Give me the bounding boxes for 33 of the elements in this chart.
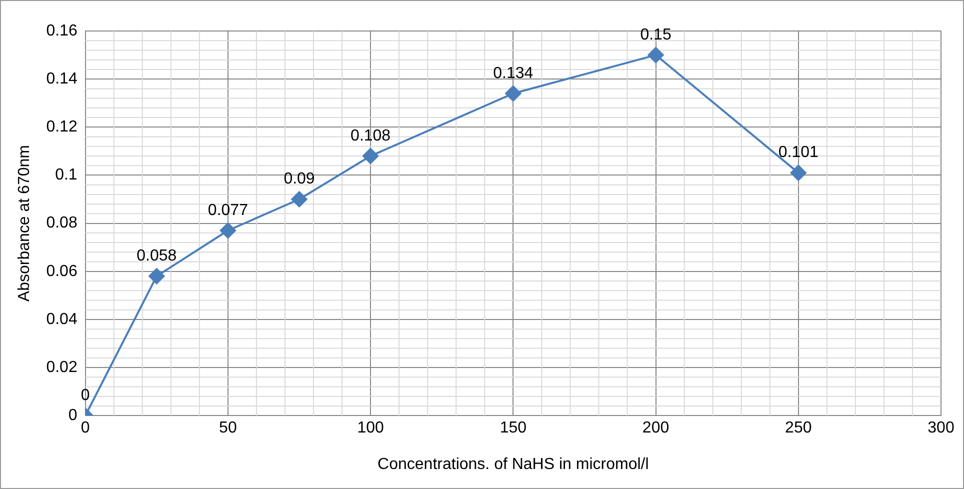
x-tick-label: 0 (80, 420, 90, 437)
data-label: 0.058 (136, 248, 177, 265)
y-tick-label: 0 (68, 407, 78, 424)
data-label: 0.15 (640, 26, 672, 44)
y-tick-label: 0.1 (55, 166, 78, 184)
data-label: 0.101 (778, 144, 819, 162)
y-axis-title: Absorbance at 670nm (16, 145, 34, 302)
y-tick-label: 0.16 (46, 22, 78, 40)
x-tick-label: 250 (785, 420, 812, 437)
point (220, 222, 236, 239)
data-label: 0.077 (208, 202, 248, 219)
point (648, 47, 664, 64)
data-label: 0.134 (493, 64, 534, 82)
point (505, 86, 522, 102)
point (291, 191, 308, 208)
y-tick-label: 0.04 (46, 310, 78, 328)
y-tick-label: 0.02 (46, 358, 78, 376)
x-tick-label: 100 (357, 420, 384, 437)
point (148, 268, 165, 284)
y-tick-label: 0.06 (46, 262, 78, 280)
point (362, 148, 379, 164)
data-label: 0.108 (350, 127, 391, 144)
x-tick-label: 50 (219, 420, 237, 437)
point (790, 164, 806, 181)
data-label: 0 (80, 387, 90, 404)
y-tick-label: 0.08 (46, 214, 78, 232)
x-tick-label: 150 (500, 420, 527, 437)
x-tick-label: 200 (642, 420, 670, 437)
x-tick-label: 300 (928, 420, 954, 437)
y-tick-label: 0.12 (46, 118, 78, 136)
x-axis-title: Concentrations. of NaHS in micromol/l (378, 456, 649, 473)
data-label: 0.09 (284, 170, 315, 188)
y-tick-label: 0.14 (46, 70, 78, 88)
